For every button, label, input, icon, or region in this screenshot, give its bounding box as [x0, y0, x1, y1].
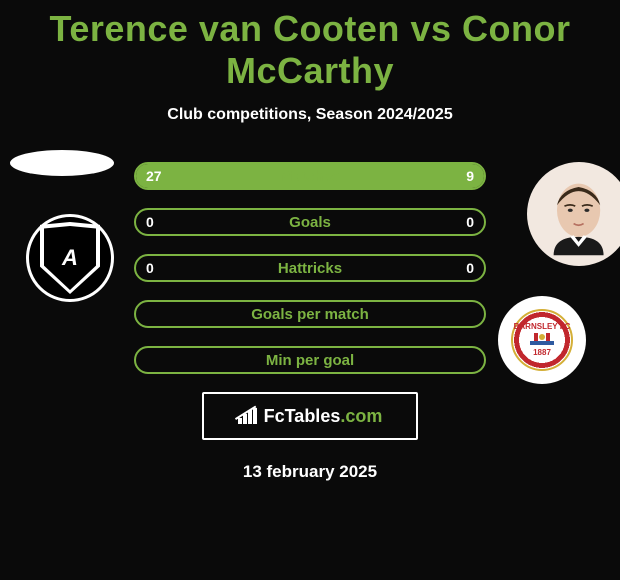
stat-label: Matches [280, 168, 340, 185]
stat-rows: 27 Matches 9 0 Goals 0 0 Hattricks 0 Goals per ma… [134, 162, 486, 374]
stat-row: 27 Matches 9 [134, 162, 486, 190]
brand-name: FcTables [264, 406, 341, 426]
stat-value-left: 0 [146, 260, 154, 276]
stat-value-right: 0 [466, 214, 474, 230]
stat-value-left: 27 [146, 168, 162, 184]
brand-ext: .com [340, 406, 382, 426]
player2-avatar [527, 162, 620, 266]
player1-name: Terence van Cooten [50, 8, 400, 49]
page-title: Terence van Cooten vs Conor McCarthy [0, 0, 620, 92]
club2-crest-icon: BARNSLEY FC 1887 [511, 309, 573, 371]
date-label: 13 february 2025 [0, 462, 620, 482]
branding-box: FcTables.com [202, 392, 418, 440]
stat-label: Min per goal [266, 352, 354, 369]
stat-row: Goals per match [134, 300, 486, 328]
brand-text: FcTables.com [264, 406, 383, 427]
player2-club-logo: BARNSLEY FC 1887 [498, 296, 586, 384]
stat-row: 0 Hattricks 0 [134, 254, 486, 282]
club2-year: 1887 [514, 349, 571, 357]
stat-label: Goals per match [251, 306, 369, 323]
comparison-content: A BARNSLEY FC 1887 27 Matches 9 0 Goals 0 0 Hat… [0, 162, 620, 482]
club1-shield-icon: A [40, 222, 100, 294]
stat-row: Min per goal [134, 346, 486, 374]
player1-club-logo: A [26, 214, 114, 302]
stat-value-right: 9 [466, 168, 474, 184]
subtitle: Club competitions, Season 2024/2025 [0, 106, 620, 124]
stat-label: Goals [289, 214, 331, 231]
stat-fill-left [136, 164, 397, 188]
player1-avatar [10, 150, 114, 176]
stat-label: Hattricks [278, 260, 342, 277]
stat-value-left: 0 [146, 214, 154, 230]
stat-row: 0 Goals 0 [134, 208, 486, 236]
bar-chart-icon [238, 408, 258, 424]
title-vs: vs [410, 8, 451, 49]
club2-name: BARNSLEY FC [514, 323, 571, 331]
stat-value-right: 0 [466, 260, 474, 276]
face-icon [537, 172, 620, 255]
